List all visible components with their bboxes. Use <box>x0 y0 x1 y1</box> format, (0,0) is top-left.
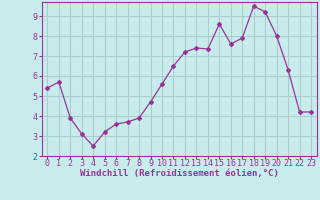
X-axis label: Windchill (Refroidissement éolien,°C): Windchill (Refroidissement éolien,°C) <box>80 169 279 178</box>
